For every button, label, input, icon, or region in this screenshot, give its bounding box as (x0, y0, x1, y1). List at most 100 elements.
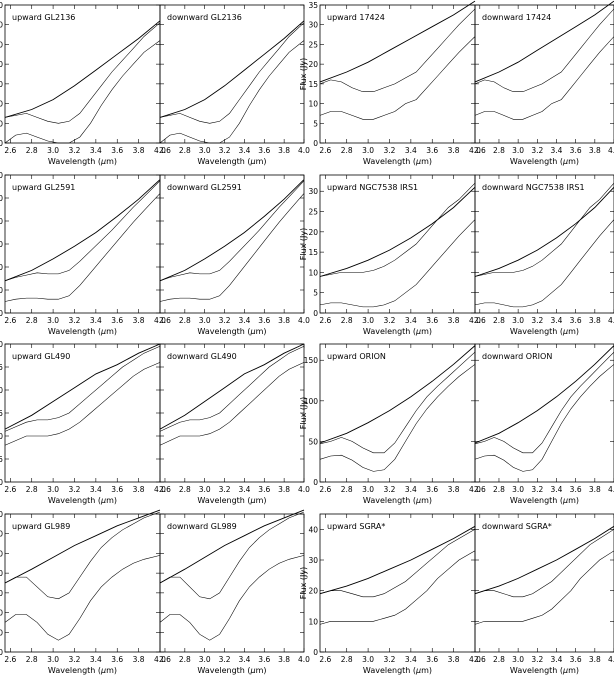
x-tick-label: 3.2 (384, 655, 396, 664)
x-tick-label: 3.8 (589, 316, 601, 325)
x-tick-label: 3.8 (133, 655, 145, 664)
x-tick-label: 4.0 (298, 146, 310, 155)
x-tick-label: 3.8 (589, 146, 601, 155)
panel-title: upward SGRA* (327, 522, 385, 531)
x-tick-label: 2.6 (4, 655, 16, 664)
y-tick-label: 0 (313, 309, 318, 318)
y-tick-label: 10 (0, 432, 3, 441)
x-tick-label: 3.6 (258, 316, 270, 325)
x-tick-label: 4.0 (154, 316, 166, 325)
spectrum-line (474, 36, 614, 120)
spectrum-line (474, 351, 614, 454)
panel-downward-ngc7538-irs1: downward NGC7538 IRS1 2.6 2.8 3.0 3.2 3.4 3.6 3… (474, 174, 614, 336)
x-tick-label: 3.0 (199, 485, 211, 494)
x-tick-label: 3.6 (570, 316, 582, 325)
y-tick-label: 25 (308, 208, 318, 217)
panel-title: downward GL2136 (167, 13, 242, 22)
y-tick-label: 5 (0, 455, 3, 464)
x-tick-label: 3.4 (90, 146, 102, 155)
panel-title: downward SGRA* (482, 522, 552, 531)
x-tick-label: 3.0 (512, 146, 524, 155)
x-tick-label: 3.4 (405, 316, 417, 325)
x-tick-label: 3.4 (238, 316, 250, 325)
panel-frame (159, 343, 305, 483)
x-tick-label: 2.8 (26, 485, 38, 494)
x-axis-label: Wavelength (μm) (363, 157, 432, 166)
x-tick-label: 2.8 (493, 485, 505, 494)
x-tick-label: 3.8 (133, 146, 145, 155)
panel-frame (319, 343, 476, 483)
spectrum-line (159, 193, 305, 302)
spectrum-line (159, 346, 305, 432)
x-tick-label: 3.8 (448, 316, 460, 325)
spectrum-line (319, 529, 476, 598)
x-tick-label: 4.0 (154, 655, 166, 664)
spectrum-line (159, 22, 305, 124)
x-tick-label: 3.0 (362, 146, 374, 155)
x-axis-label: Wavelength (μm) (197, 327, 266, 336)
x-axis-label: Wavelength (μm) (48, 157, 117, 166)
x-tick-label: 3.6 (426, 485, 438, 494)
panel-upward-ngc7538-irs1: upward NGC7538 IRS1 2.6 2.8 3.0 3.2 3.4 3.6 3.8… (299, 174, 481, 336)
continuum-line (474, 525, 614, 595)
y-tick-label: 0 (0, 139, 3, 148)
spectrum-line (4, 40, 161, 144)
x-tick-label: 3.8 (133, 316, 145, 325)
x-tick-label: 3.8 (589, 485, 601, 494)
spectrum-line (4, 193, 161, 302)
x-tick-label: 3.8 (278, 655, 290, 664)
y-tick-label: 20 (308, 228, 318, 237)
panel-upward-gl490: upward GL490 2.6 2.8 3.0 3.2 3.4 3.6 3.8 4.0 0 5 10… (0, 340, 166, 505)
continuum-line (319, 525, 476, 595)
x-tick-label: 3.4 (90, 316, 102, 325)
y-tick-label: 0 (0, 648, 3, 657)
x-tick-label: 3.6 (426, 316, 438, 325)
x-axis-label: Wavelength (μm) (48, 666, 117, 675)
y-tick-label: 30 (0, 589, 3, 598)
x-tick-label: 4.0 (608, 655, 614, 664)
x-tick-label: 2.6 (319, 655, 331, 664)
x-tick-label: 3.6 (426, 655, 438, 664)
x-tick-label: 3.6 (258, 485, 270, 494)
x-tick-label: 3.6 (570, 485, 582, 494)
y-tick-label: 5 (313, 119, 318, 128)
x-tick-label: 2.6 (159, 485, 171, 494)
x-tick-label: 3.0 (47, 316, 59, 325)
y-tick-label: 50 (0, 40, 3, 49)
continuum-line (159, 509, 305, 584)
spectrum-line (474, 182, 614, 277)
panel-title: upward GL2136 (12, 13, 75, 22)
y-tick-label: 10 (0, 628, 3, 637)
y-tick-label: 15 (0, 409, 3, 418)
x-tick-label: 3.0 (47, 485, 59, 494)
x-tick-label: 2.6 (4, 146, 16, 155)
y-tick-label: 100 (304, 397, 319, 406)
continuum-line (4, 509, 161, 584)
spectrum-line (319, 8, 476, 92)
x-axis-label: Wavelength (μm) (510, 327, 579, 336)
x-tick-label: 3.2 (384, 485, 396, 494)
x-tick-label: 3.4 (90, 485, 102, 494)
y-tick-label: 30 (308, 187, 318, 196)
y-tick-label: 30 (0, 80, 3, 89)
y-axis-label: Flux (Jy) (299, 228, 308, 261)
y-tick-label: 60 (0, 21, 3, 30)
panel-downward-sgra: downward SGRA* 2.6 2.8 3.0 3.2 3.4 3.6 3.8 4.0 Wa… (474, 513, 614, 675)
x-axis-label: Wavelength (μm) (510, 666, 579, 675)
continuum-line (319, 186, 476, 277)
x-tick-label: 3.6 (258, 146, 270, 155)
panel-downward-gl2136: downward GL2136 2.6 2.8 3.0 3.2 3.4 3.6 3.8 4.0 W… (159, 4, 310, 166)
panel-frame (319, 513, 476, 653)
x-tick-label: 2.6 (474, 146, 486, 155)
x-tick-label: 3.2 (531, 655, 543, 664)
continuum-line (474, 186, 614, 277)
spectrum-line (4, 511, 161, 600)
spectrum-line (4, 346, 161, 432)
x-tick-label: 3.2 (219, 316, 231, 325)
panel-frame (319, 4, 476, 144)
y-tick-label: 35 (308, 1, 318, 10)
y-tick-label: 25 (0, 363, 3, 372)
x-axis-label: Wavelength (μm) (48, 327, 117, 336)
spectrum-line (319, 36, 476, 120)
x-tick-label: 2.8 (341, 146, 353, 155)
